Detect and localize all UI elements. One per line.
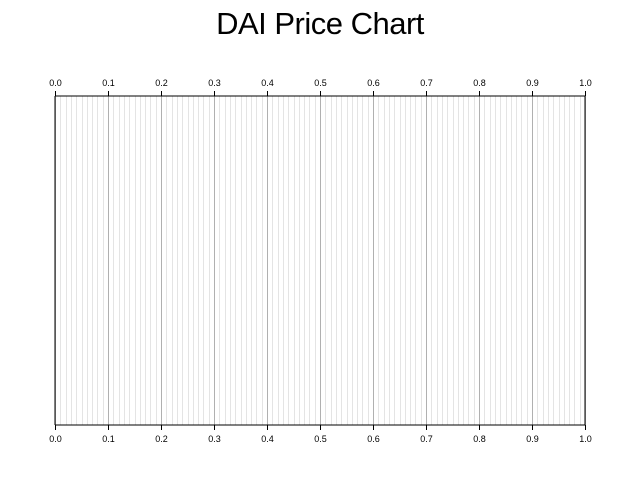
bottom-x-axis-ticks <box>55 425 586 430</box>
x-tick-label-bottom: 0.5 <box>314 434 327 444</box>
x-tick-label-top: 0.1 <box>102 78 115 88</box>
x-tick-label-bottom: 0.2 <box>155 434 168 444</box>
x-tick-label-top: 0.5 <box>314 78 327 88</box>
x-tick-label-bottom: 0.4 <box>261 434 274 444</box>
x-tick-label-top: 0.9 <box>526 78 539 88</box>
x-tick-label-top: 0.8 <box>473 78 486 88</box>
chart-title: DAI Price Chart <box>216 6 424 41</box>
bottom-x-axis-labels: 0.0 0.1 0.2 0.3 0.4 0.5 0.6 0.7 0.8 0.9 1.0 <box>49 434 592 444</box>
minor-grid <box>60 96 581 425</box>
x-tick-label-top: 0.4 <box>261 78 274 88</box>
x-tick-label-top: 0.0 <box>49 78 62 88</box>
x-tick-label-top: 0.6 <box>367 78 380 88</box>
x-tick-label-top: 1.0 <box>579 78 592 88</box>
top-x-axis-ticks <box>55 91 586 96</box>
x-tick-label-bottom: 0.8 <box>473 434 486 444</box>
x-tick-label-top: 0.7 <box>420 78 433 88</box>
x-tick-label-bottom: 0.7 <box>420 434 433 444</box>
x-tick-label-bottom: 0.3 <box>208 434 221 444</box>
x-tick-label-top: 0.3 <box>208 78 221 88</box>
x-tick-label-bottom: 0.0 <box>49 434 62 444</box>
x-tick-label-bottom: 1.0 <box>579 434 592 444</box>
x-tick-label-top: 0.2 <box>155 78 168 88</box>
x-tick-label-bottom: 0.6 <box>367 434 380 444</box>
x-tick-label-bottom: 0.1 <box>102 434 115 444</box>
top-x-axis-labels: 0.0 0.1 0.2 0.3 0.4 0.5 0.6 0.7 0.8 0.9 1.0 <box>49 78 592 88</box>
x-tick-label-bottom: 0.9 <box>526 434 539 444</box>
